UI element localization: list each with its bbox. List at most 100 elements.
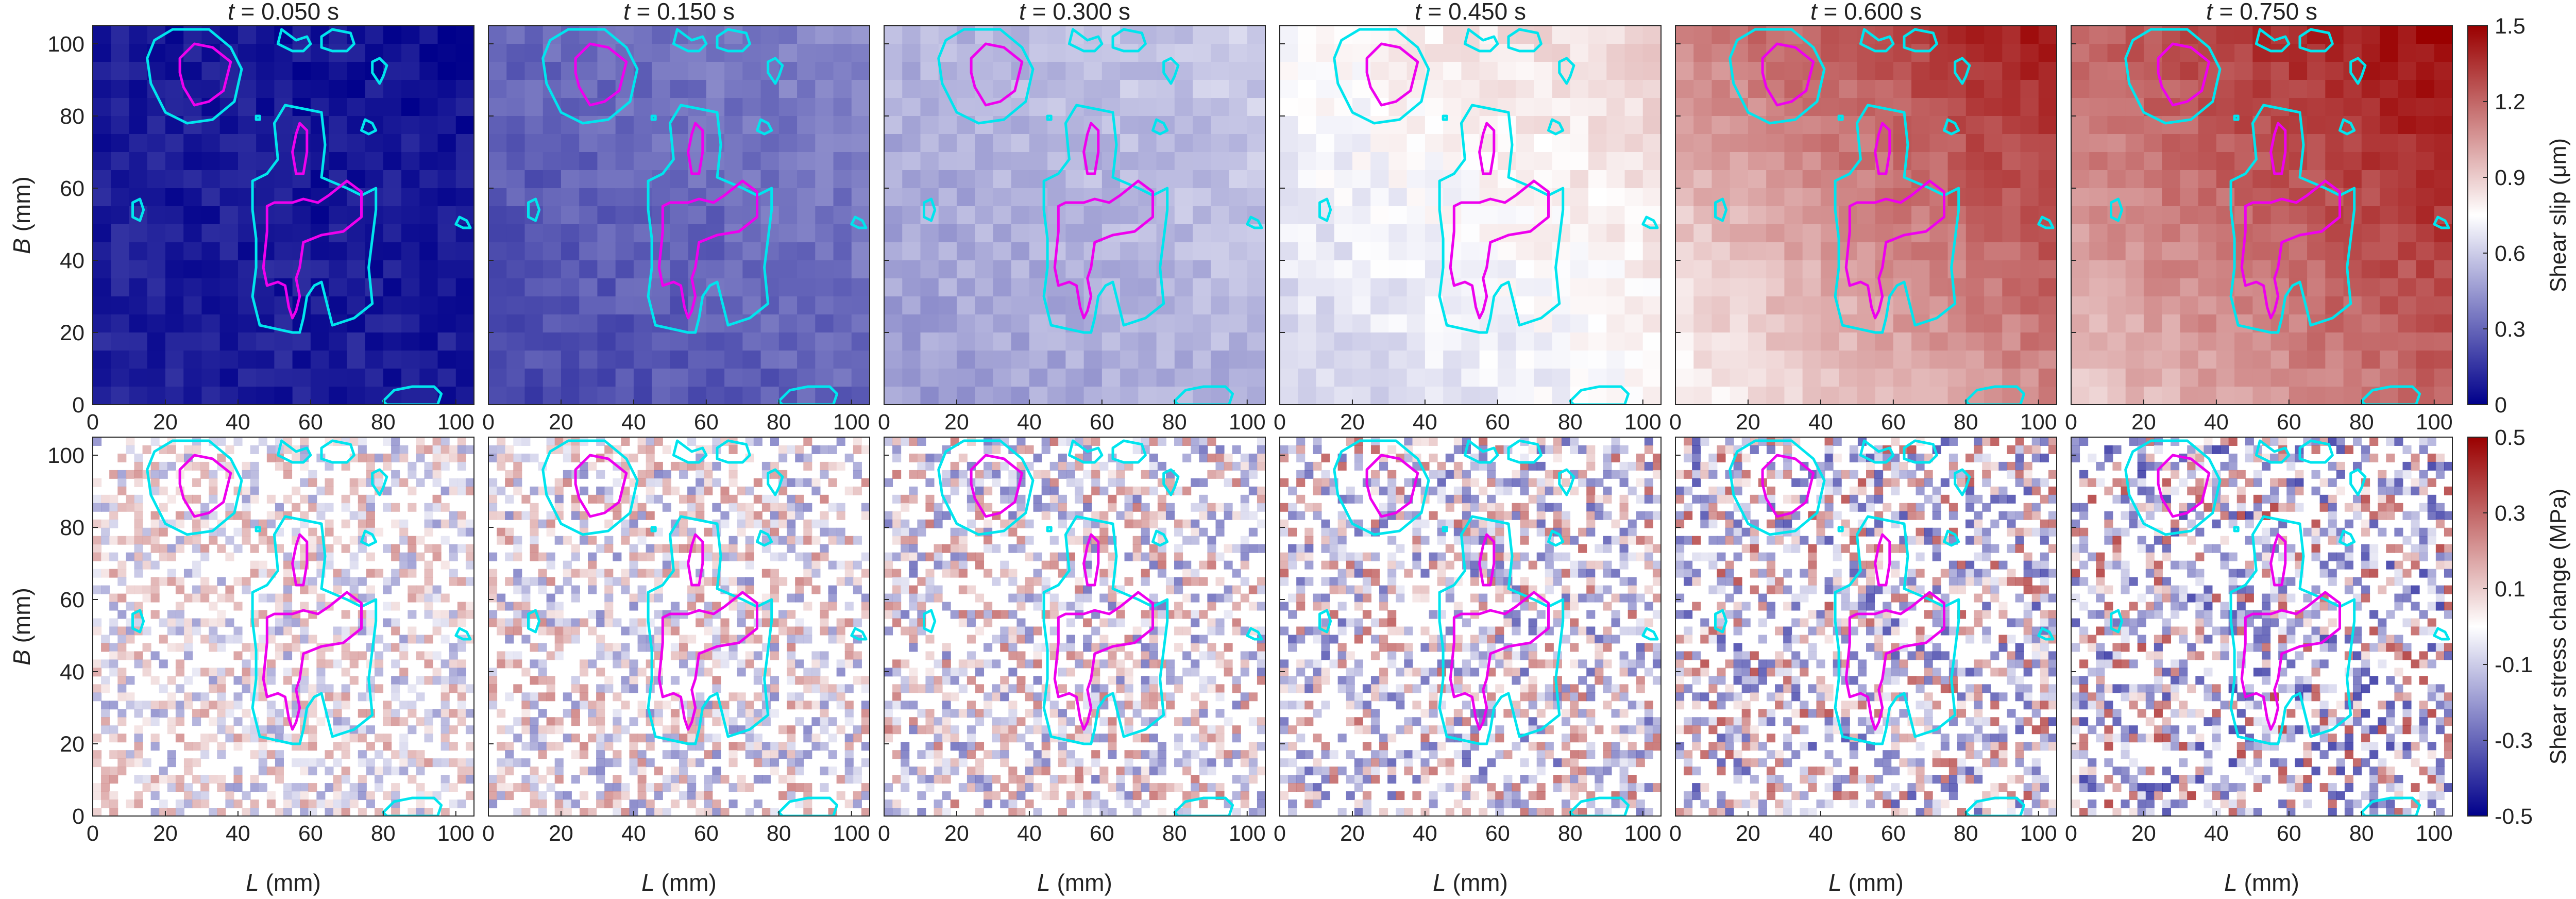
cell (2361, 314, 2381, 333)
contour-outer (2349, 57, 2367, 85)
cell (325, 808, 334, 816)
cell (920, 260, 939, 279)
cell (1642, 206, 1661, 225)
cell (1083, 188, 1103, 207)
cell (408, 536, 417, 545)
cell (770, 767, 779, 776)
cell (597, 242, 616, 261)
cell (902, 44, 921, 62)
cell (778, 242, 798, 261)
cell (538, 725, 547, 735)
cell (884, 278, 903, 297)
cell (505, 651, 514, 660)
cell (506, 332, 526, 351)
cell (1497, 134, 1517, 153)
cell (416, 635, 425, 644)
cell (432, 445, 442, 454)
cell (1693, 98, 1713, 116)
cell (1479, 62, 1498, 80)
cell (797, 369, 816, 387)
y-tick-label: 100 (47, 443, 84, 468)
cell (1642, 260, 1661, 279)
cell (2398, 206, 2417, 225)
cell (993, 188, 1012, 207)
cell (488, 332, 507, 351)
cell (833, 314, 852, 333)
cell (833, 170, 852, 189)
cell (811, 478, 821, 487)
cell (325, 750, 334, 759)
cell (437, 206, 456, 225)
cell (1711, 314, 1731, 333)
cell (554, 503, 564, 512)
cell (1138, 98, 1157, 116)
cell (440, 519, 450, 528)
cell (820, 709, 829, 718)
cell (209, 808, 218, 816)
cell (2361, 351, 2381, 369)
cell (993, 242, 1012, 261)
cell (688, 351, 707, 369)
cell (1174, 152, 1194, 171)
cell (1947, 134, 1967, 153)
cell (341, 544, 350, 553)
cell (975, 260, 994, 279)
cell (424, 659, 433, 669)
cell (884, 369, 903, 387)
cell (419, 351, 438, 369)
cell (615, 332, 634, 351)
cell (238, 44, 257, 62)
cell (2343, 26, 2362, 44)
cell (1497, 351, 1517, 369)
cell (1911, 116, 1930, 135)
cell (696, 486, 705, 495)
cell (1120, 387, 1139, 405)
cell (787, 626, 796, 636)
cell (524, 224, 544, 243)
cell (1675, 278, 1694, 297)
cell (129, 80, 148, 98)
cell (437, 26, 456, 44)
cell (787, 445, 796, 454)
cell (530, 791, 539, 801)
cell (1766, 260, 1785, 279)
cell (408, 470, 417, 479)
cell (2071, 170, 2090, 189)
cell (652, 206, 671, 225)
cell (712, 626, 721, 636)
cell (1552, 332, 1571, 351)
cell (1534, 351, 1553, 369)
cell (803, 461, 812, 471)
cell (2089, 332, 2108, 351)
cell (728, 494, 738, 504)
cell (1839, 351, 1858, 369)
cell (1693, 224, 1713, 243)
cell (2234, 62, 2253, 80)
cell (2289, 332, 2308, 351)
cell (956, 152, 976, 171)
cell (753, 511, 762, 520)
cell (530, 486, 539, 495)
cell (2307, 206, 2326, 225)
cell (150, 593, 160, 603)
cell (408, 758, 417, 768)
cell (1370, 242, 1389, 261)
cell (250, 478, 259, 487)
cell (2038, 116, 2057, 135)
cell (1642, 369, 1661, 387)
cell (111, 116, 130, 135)
cell (2252, 206, 2272, 225)
cell (604, 602, 614, 611)
cell (1984, 152, 2003, 171)
cell (615, 170, 634, 189)
cell (192, 445, 201, 454)
cell (2020, 188, 2039, 207)
cell (1984, 44, 2003, 62)
cell (2071, 351, 2090, 369)
cell (1693, 80, 1713, 98)
cell (1802, 188, 1821, 207)
cell (109, 767, 118, 776)
cell (761, 461, 771, 471)
cell (1947, 278, 1967, 297)
cell (101, 775, 110, 784)
